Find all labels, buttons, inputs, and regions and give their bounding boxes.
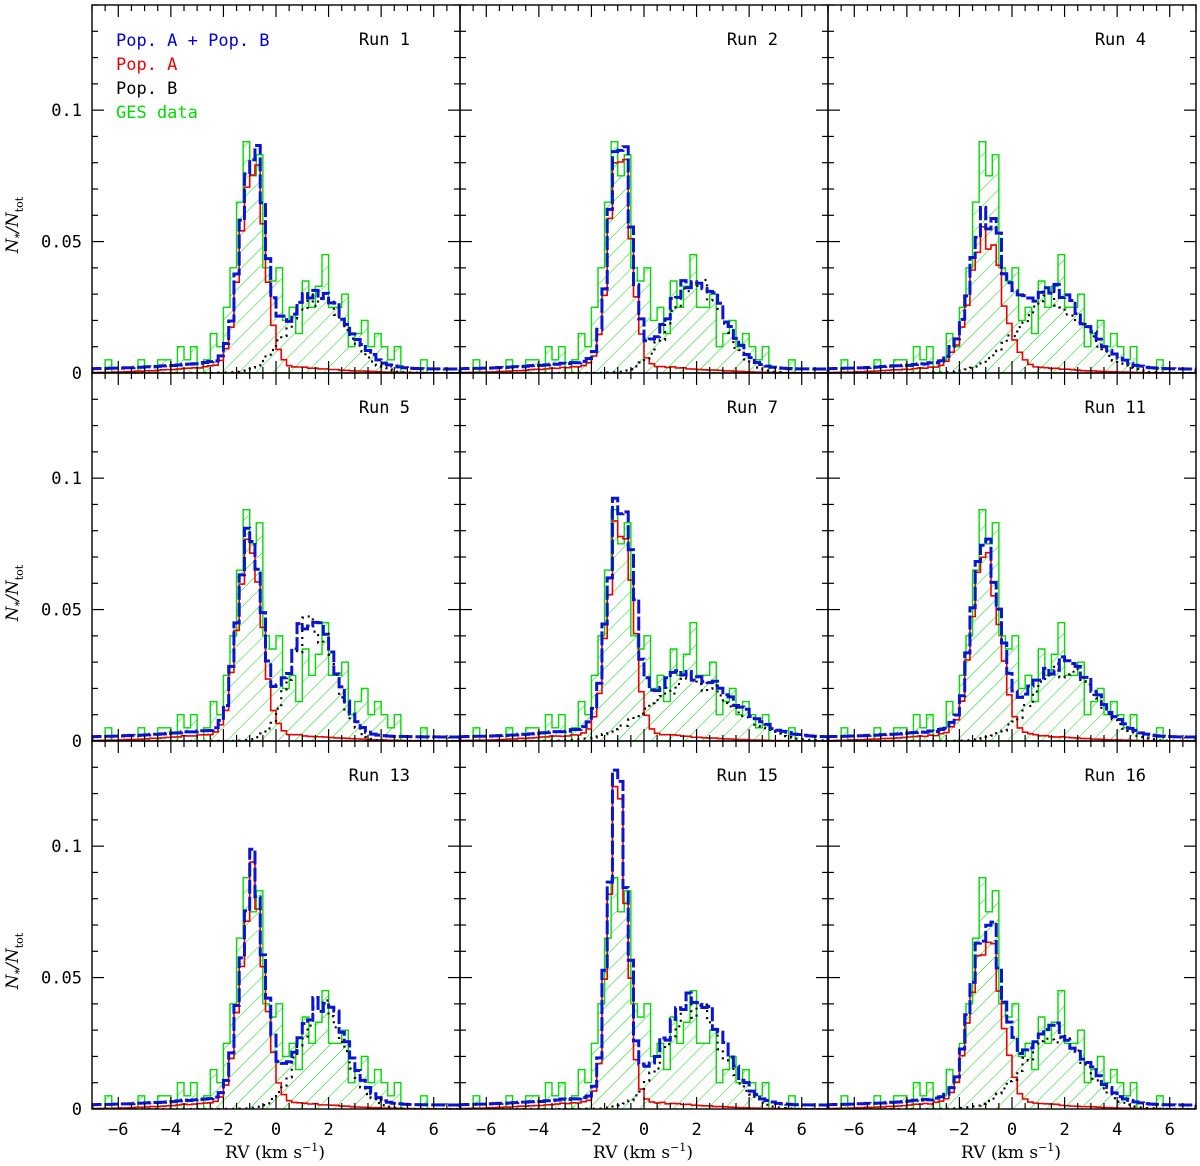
panel-run-4: Run 4: [827, 4, 1197, 374]
panel-run-1: 0 0.05 0.1 Run 1: [41, 4, 461, 384]
run-label: Run 5: [359, 398, 410, 418]
ges-hatch: [105, 509, 428, 741]
run-label: Run 16: [1085, 766, 1146, 786]
x-tick-label: 2: [1059, 1120, 1069, 1140]
panels-layer: 0 0.05 0.1 Run 1 Run 2 Run 4 0 0.05 0.1 Run 5 Run …: [41, 4, 1197, 1140]
x-tick-label: −2: [213, 1120, 233, 1140]
y-tick-label: 0: [72, 364, 82, 384]
y-tick-label: 0.1: [51, 837, 82, 857]
panel-run-13: 0 0.05 0.1 −6 −4 −2 0 2 4 6 Run 13: [41, 740, 461, 1140]
run-label: Run 1: [359, 30, 410, 50]
x-axis-title-col1: RV (km s−1): [225, 1141, 325, 1163]
y-axis-title-row2: N*/Ntot: [3, 564, 26, 622]
total-histogram: [92, 526, 460, 741]
x-tick-label: 6: [429, 1120, 439, 1140]
ges-hatch: [105, 141, 428, 373]
total-histogram: [460, 496, 828, 741]
ges-hatch: [473, 509, 796, 741]
total-histogram: [828, 920, 1196, 1109]
y-axis-title-row1: N*/Ntot: [3, 196, 26, 254]
x-tick-label: −6: [476, 1120, 496, 1140]
x-tick-label: −6: [844, 1120, 864, 1140]
x-tick-label: 6: [797, 1120, 807, 1140]
popA-histogram: [92, 861, 460, 1109]
run-label: Run 13: [349, 766, 410, 786]
run-label: Run 2: [727, 30, 778, 50]
ges-hatch: [473, 877, 796, 1109]
panel-run-15: −6 −4 −2 0 2 4 6 Run 15: [459, 740, 829, 1140]
total-histogram: [828, 537, 1196, 741]
x-tick-label: −4: [529, 1120, 549, 1140]
total-histogram: [460, 768, 828, 1109]
run-label: Run 11: [1085, 398, 1146, 418]
legend-entry-popA: Pop. A: [116, 55, 177, 75]
panel-run-11: Run 11: [827, 372, 1197, 742]
x-axis-title-col2: RV (km s−1): [593, 1141, 693, 1163]
y-tick-label: 0: [72, 1100, 82, 1120]
total-histogram: [92, 847, 460, 1109]
popA-histogram: [460, 520, 828, 741]
x-tick-label: 2: [691, 1120, 701, 1140]
ges-hatch: [841, 509, 1164, 741]
run-label: Run 7: [727, 398, 778, 418]
svg-text:N*/Ntot: N*/Ntot: [3, 196, 26, 254]
x-tick-label: −2: [949, 1120, 969, 1140]
x-tick-label: 0: [271, 1120, 281, 1140]
total-histogram: [92, 144, 460, 373]
panel-run-7: Run 7: [459, 372, 829, 742]
panel-run-16: −6 −4 −2 0 2 4 6 Run 16: [827, 740, 1197, 1140]
x-tick-label: −2: [581, 1120, 601, 1140]
run-label: Run 15: [717, 766, 778, 786]
y-tick-label: 0.05: [41, 601, 82, 621]
run-label: Run 4: [1095, 30, 1146, 50]
x-tick-label: 0: [1007, 1120, 1017, 1140]
x-tick-label: 4: [376, 1120, 386, 1140]
panel-run-5: 0 0.05 0.1 Run 5: [41, 372, 461, 752]
legend-entry-popB: Pop. B: [116, 79, 177, 99]
total-histogram: [828, 205, 1196, 373]
panel-run-2: Run 2: [459, 4, 829, 374]
svg-text:N*/Ntot: N*/Ntot: [3, 932, 26, 990]
y-tick-label: 0: [72, 732, 82, 752]
x-tick-label: −6: [108, 1120, 128, 1140]
y-tick-label: 0.1: [51, 469, 82, 489]
x-tick-label: −4: [897, 1120, 917, 1140]
total-histogram: [460, 145, 828, 373]
y-axis-title-row3: N*/Ntot: [3, 932, 26, 990]
y-tick-label: 0.05: [41, 233, 82, 253]
popB-histogram: [828, 1034, 1196, 1109]
ges-hatch: [841, 877, 1164, 1109]
x-tick-label: −4: [161, 1120, 181, 1140]
ges-hatch: [841, 141, 1164, 373]
x-axis-title-col3: RV (km s−1): [961, 1141, 1061, 1163]
legend: Pop. A + Pop. B Pop. A Pop. B GES data: [116, 31, 270, 123]
legend-entry-ges: GES data: [116, 103, 198, 123]
x-tick-label: 4: [1112, 1120, 1122, 1140]
x-tick-label: 2: [323, 1120, 333, 1140]
legend-entry-total: Pop. A + Pop. B: [116, 31, 270, 51]
popB-histogram: [460, 676, 828, 741]
svg-text:N*/Ntot: N*/Ntot: [3, 564, 26, 622]
y-tick-label: 0.05: [41, 969, 82, 989]
ges-hatch: [473, 141, 796, 373]
x-tick-label: 4: [744, 1120, 754, 1140]
x-tick-label: 0: [639, 1120, 649, 1140]
y-tick-label: 0.1: [51, 101, 82, 121]
x-tick-label: 6: [1165, 1120, 1175, 1140]
